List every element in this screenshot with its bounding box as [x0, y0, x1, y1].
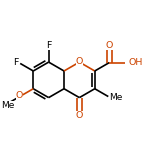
Text: O: O	[106, 41, 113, 50]
Text: O: O	[16, 91, 23, 100]
Text: Me: Me	[1, 101, 15, 110]
Text: O: O	[76, 111, 83, 120]
Text: Me: Me	[110, 93, 123, 102]
Text: F: F	[46, 41, 51, 50]
Text: O: O	[76, 57, 83, 66]
Text: OH: OH	[128, 58, 143, 67]
Text: F: F	[13, 58, 19, 67]
